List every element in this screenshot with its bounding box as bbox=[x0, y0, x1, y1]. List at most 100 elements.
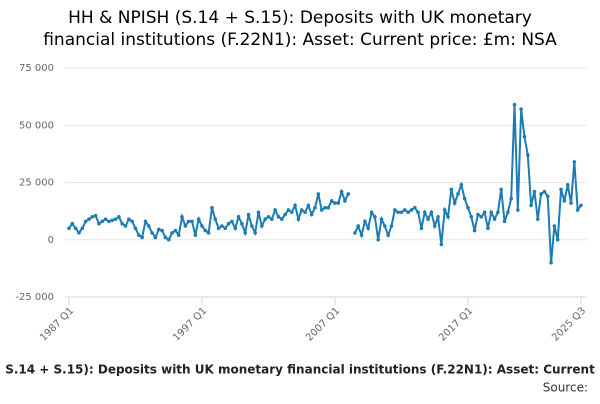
point bbox=[409, 208, 414, 212]
point bbox=[160, 228, 164, 233]
point bbox=[303, 210, 307, 215]
point bbox=[386, 233, 390, 237]
point bbox=[356, 224, 361, 228]
point bbox=[103, 217, 108, 221]
point bbox=[502, 219, 507, 224]
point bbox=[326, 205, 331, 210]
point bbox=[240, 221, 244, 226]
point bbox=[236, 215, 241, 219]
point bbox=[293, 203, 297, 208]
point bbox=[486, 226, 490, 231]
point bbox=[422, 210, 427, 215]
point bbox=[276, 215, 281, 219]
point bbox=[77, 231, 81, 235]
point bbox=[516, 208, 520, 212]
y-tick-label: 25 000 bbox=[19, 178, 54, 189]
point bbox=[153, 235, 158, 240]
point bbox=[472, 228, 477, 233]
point bbox=[226, 221, 231, 226]
point bbox=[492, 217, 497, 221]
point bbox=[260, 224, 264, 228]
x-tick-label: 1987 Q1 bbox=[38, 305, 76, 343]
point bbox=[250, 224, 254, 228]
point bbox=[532, 189, 537, 194]
point bbox=[186, 219, 191, 224]
point bbox=[137, 233, 141, 237]
x-tick-label: 1997 Q1 bbox=[171, 305, 209, 343]
point bbox=[183, 224, 188, 228]
point bbox=[373, 215, 377, 219]
point bbox=[180, 215, 184, 219]
point bbox=[123, 224, 128, 228]
point bbox=[319, 208, 324, 212]
point bbox=[150, 231, 154, 235]
point bbox=[429, 210, 434, 215]
point bbox=[107, 219, 111, 224]
point bbox=[379, 217, 384, 221]
x-tick-label: 2007 Q1 bbox=[304, 305, 342, 343]
chart-title: HH & NPISH (S.14 + S.15): Deposits with … bbox=[68, 8, 532, 28]
point bbox=[100, 219, 105, 224]
point bbox=[316, 192, 321, 196]
point bbox=[562, 199, 567, 203]
point bbox=[93, 213, 98, 218]
point bbox=[436, 215, 440, 219]
point bbox=[206, 231, 211, 235]
point bbox=[572, 160, 577, 164]
point bbox=[555, 237, 560, 242]
y-tick-label: 0 bbox=[48, 235, 54, 246]
point bbox=[419, 226, 424, 231]
point bbox=[549, 260, 553, 265]
point bbox=[87, 217, 91, 221]
point bbox=[456, 192, 460, 196]
point bbox=[110, 218, 115, 223]
point bbox=[223, 226, 228, 231]
point bbox=[130, 219, 134, 224]
point bbox=[70, 221, 75, 226]
chart-title: financial institutions (F.22N1): Asset: … bbox=[43, 30, 557, 50]
point bbox=[289, 210, 294, 215]
point bbox=[496, 210, 500, 215]
point bbox=[446, 215, 450, 219]
point bbox=[143, 219, 148, 224]
point bbox=[459, 182, 464, 187]
point bbox=[127, 217, 131, 221]
point bbox=[402, 208, 407, 212]
point bbox=[299, 208, 304, 212]
point bbox=[353, 231, 357, 235]
point bbox=[449, 187, 454, 192]
point bbox=[220, 224, 224, 228]
x-tick-label: 2017 Q1 bbox=[437, 305, 475, 343]
y-tick-label: 75 000 bbox=[19, 63, 54, 74]
point bbox=[545, 194, 550, 199]
point bbox=[309, 212, 314, 217]
point bbox=[133, 226, 138, 231]
point bbox=[432, 224, 437, 228]
point bbox=[412, 205, 417, 210]
point bbox=[323, 205, 327, 210]
point bbox=[376, 237, 380, 242]
point bbox=[336, 201, 341, 205]
point bbox=[266, 215, 271, 219]
point bbox=[542, 189, 547, 194]
point bbox=[213, 217, 218, 221]
point bbox=[439, 242, 444, 247]
point bbox=[383, 224, 387, 228]
point bbox=[193, 233, 198, 237]
point bbox=[203, 228, 208, 233]
point bbox=[579, 203, 583, 208]
point bbox=[113, 217, 118, 221]
point bbox=[499, 187, 504, 192]
point bbox=[273, 208, 277, 212]
point bbox=[120, 221, 124, 226]
point bbox=[173, 228, 178, 233]
point bbox=[83, 219, 88, 224]
point bbox=[389, 224, 394, 228]
point bbox=[519, 107, 523, 112]
point bbox=[343, 199, 347, 203]
point bbox=[117, 215, 121, 219]
point bbox=[73, 226, 78, 231]
point bbox=[522, 134, 527, 139]
point bbox=[67, 226, 71, 231]
